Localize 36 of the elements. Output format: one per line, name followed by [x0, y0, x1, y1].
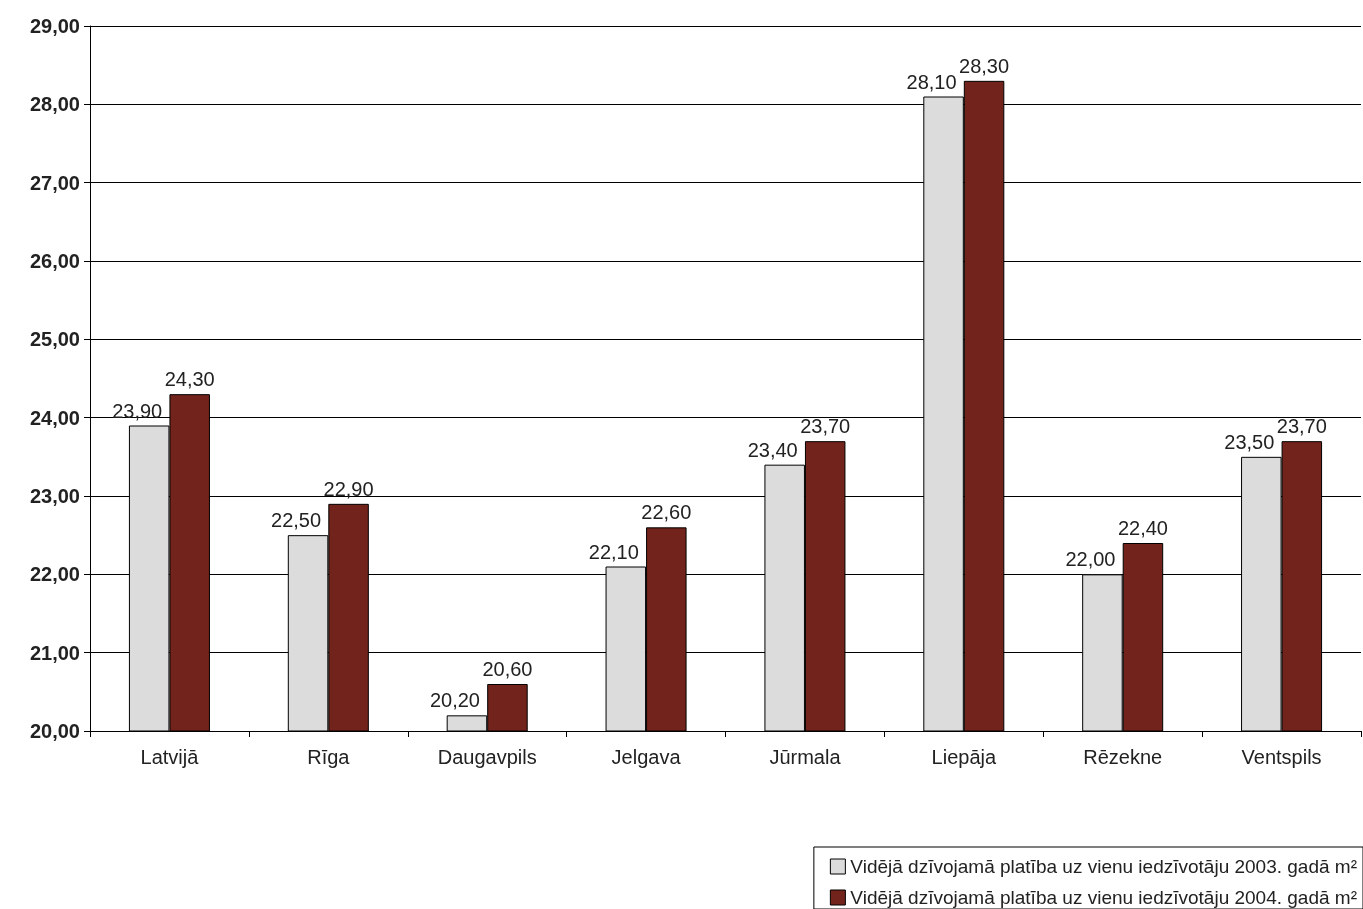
x-tick-label: Jūrmala: [769, 746, 842, 768]
data-label: 22,00: [1065, 548, 1116, 571]
x-tick-label: Daugavpils: [437, 746, 537, 768]
data-label: 22,10: [588, 540, 639, 563]
data-label: 22,60: [641, 501, 692, 524]
data-label: 22,40: [1117, 517, 1168, 539]
y-tick-label: 25,00: [29, 328, 80, 351]
x-tick-label: Liepāja: [931, 746, 997, 768]
legend-label: Vidējā dzīvojamā platība uz vienu iedzīvotāju 2004. gadā m²: [850, 887, 1357, 908]
y-tick-label: 27,00: [29, 171, 80, 194]
data-label: 23,70: [1276, 415, 1327, 438]
x-tick-label: Ventspils: [1241, 746, 1322, 768]
data-label: 22,50: [271, 509, 322, 532]
y-tick-label: 23,00: [29, 485, 80, 507]
data-label: 20,60: [482, 658, 533, 680]
data-label: 23,70: [800, 415, 851, 438]
x-tick-label: Rīga: [307, 746, 351, 768]
y-tick-label: 21,00: [29, 641, 80, 664]
data-label: 28,10: [906, 70, 957, 93]
x-tick-label: Jelgava: [611, 746, 682, 768]
y-tick-label: 24,00: [29, 406, 80, 429]
data-label: 24,30: [164, 368, 215, 391]
data-label: 28,30: [959, 54, 1010, 77]
y-tick-label: 28,00: [29, 93, 80, 116]
y-tick-label: 22,00: [29, 563, 80, 586]
data-label: 20,20: [429, 689, 480, 712]
y-tick-label: 29,00: [29, 15, 80, 37]
data-label: 23,50: [1224, 430, 1275, 453]
x-tick-label: Latvijā: [140, 746, 200, 768]
data-label: 23,90: [112, 399, 163, 422]
x-tick-label: Rēzekne: [1083, 746, 1163, 768]
data-label: 23,40: [747, 438, 798, 461]
y-tick-label: 20,00: [29, 720, 80, 742]
data-label: 22,90: [323, 477, 374, 500]
y-tick-label: 26,00: [29, 250, 80, 272]
legend-label: Vidējā dzīvojamā platība uz vienu iedzīvotāju 2003. gadā m²: [850, 856, 1357, 877]
